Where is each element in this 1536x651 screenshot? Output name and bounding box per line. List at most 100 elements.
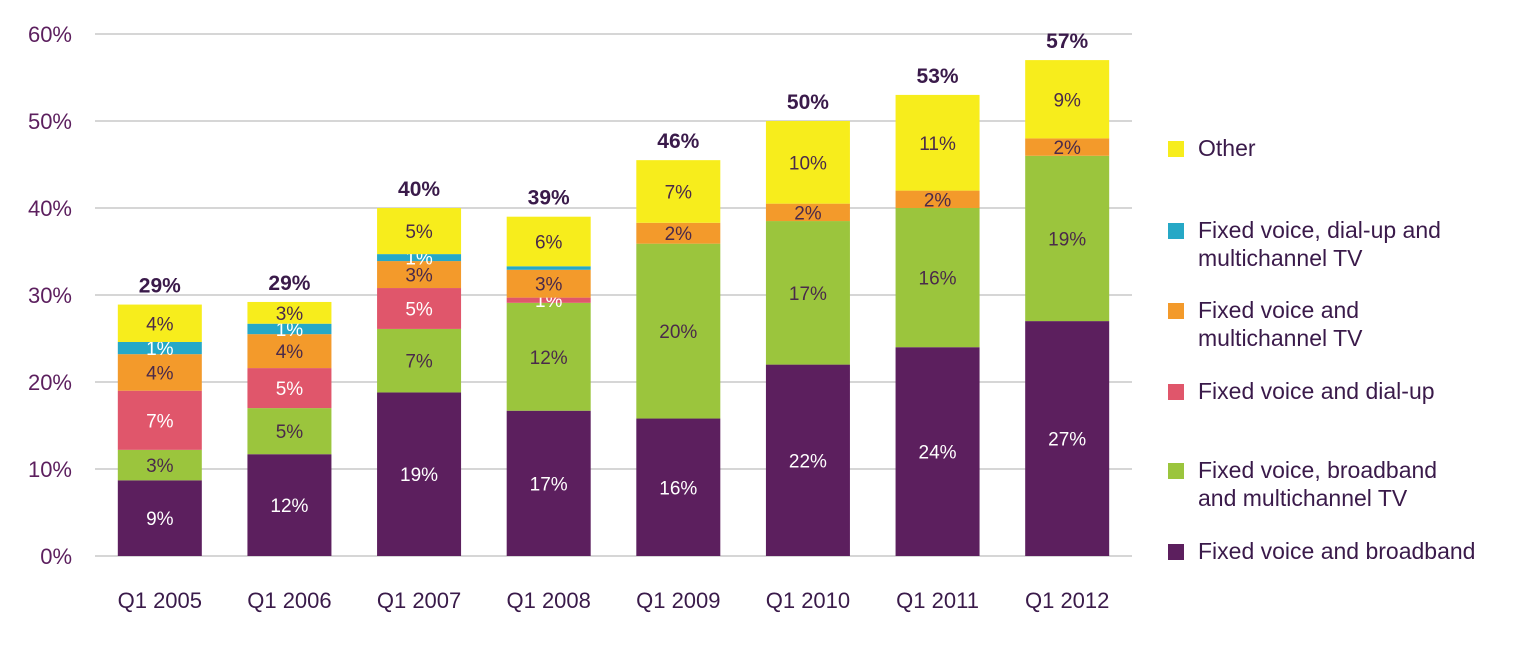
bar-segment bbox=[765, 221, 850, 365]
y-tick-label: 40% bbox=[28, 196, 72, 221]
bar-segment bbox=[377, 288, 462, 329]
bar-segment bbox=[895, 347, 980, 556]
data-label: 3% bbox=[276, 304, 304, 325]
data-label: 17% bbox=[789, 284, 827, 305]
data-label: 3% bbox=[405, 266, 433, 287]
data-label: 24% bbox=[919, 443, 957, 464]
data-label: 7% bbox=[146, 411, 174, 432]
legend-item-voice-tv: Fixed voice and multichannel TV bbox=[1168, 296, 1363, 352]
legend-item-voice-dialup-tv: Fixed voice, dial-up and multichannel TV bbox=[1168, 216, 1441, 272]
bar-segment bbox=[117, 354, 202, 391]
data-label: 2% bbox=[794, 203, 822, 224]
total-label: 29% bbox=[139, 275, 181, 298]
data-label: 4% bbox=[276, 342, 304, 363]
bar-segment bbox=[247, 454, 332, 556]
legend-swatch-voice-broadband bbox=[1168, 544, 1184, 560]
data-label: 19% bbox=[1048, 229, 1086, 250]
bar-segment bbox=[506, 297, 591, 303]
bar-segment bbox=[377, 328, 462, 393]
bar-segment bbox=[765, 364, 850, 556]
bar-segment bbox=[117, 341, 202, 355]
total-label: 50% bbox=[787, 91, 829, 114]
bar-segment bbox=[895, 208, 980, 348]
total-label: 29% bbox=[268, 272, 310, 295]
y-tick-label: 0% bbox=[40, 544, 72, 569]
data-label: 19% bbox=[400, 465, 438, 486]
bar-segment bbox=[1025, 60, 1110, 139]
bar-segment bbox=[377, 254, 462, 262]
data-label: 6% bbox=[535, 232, 563, 253]
y-tick-label: 20% bbox=[28, 370, 72, 395]
x-tick-label: Q1 2005 bbox=[118, 588, 202, 613]
x-tick-label: Q1 2011 bbox=[896, 588, 979, 613]
legend-label: Fixed voice and multichannel TV bbox=[1198, 297, 1363, 351]
bar-segment bbox=[506, 266, 591, 270]
legend-label: Fixed voice, broadband and multichannel … bbox=[1198, 457, 1438, 511]
data-label: 11% bbox=[919, 134, 956, 155]
bar-segment bbox=[636, 160, 721, 223]
x-tick-label: Q1 2009 bbox=[636, 588, 720, 613]
legend-label: Fixed voice and dial-up bbox=[1198, 378, 1435, 404]
legend-label: Other bbox=[1198, 135, 1256, 161]
total-label: 46% bbox=[657, 130, 699, 153]
x-tick-label: Q1 2007 bbox=[377, 588, 461, 613]
y-tick-label: 10% bbox=[28, 457, 72, 482]
bar-segment bbox=[1025, 321, 1110, 556]
total-label: 53% bbox=[917, 65, 959, 88]
x-tick-label: Q1 2006 bbox=[247, 588, 331, 613]
data-label: 5% bbox=[276, 379, 304, 400]
bar-segment bbox=[506, 410, 591, 556]
bar-segment bbox=[117, 390, 202, 450]
data-label: 16% bbox=[659, 478, 697, 499]
y-tick-label: 60% bbox=[28, 22, 72, 47]
x-tick-label: Q1 2012 bbox=[1025, 588, 1109, 613]
data-label: 16% bbox=[919, 269, 957, 290]
legend-item-voice-broadband: Fixed voice and broadband bbox=[1168, 537, 1475, 565]
bar-segment bbox=[377, 392, 462, 556]
x-tick-label: Q1 2010 bbox=[766, 588, 850, 613]
y-tick-label: 30% bbox=[28, 283, 72, 308]
data-label: 27% bbox=[1048, 430, 1086, 451]
bar-segment bbox=[895, 94, 980, 191]
data-label: 4% bbox=[146, 314, 174, 335]
data-label: 3% bbox=[146, 456, 174, 477]
bar-segment bbox=[636, 222, 721, 244]
legend-swatch-voice-dialup-tv bbox=[1168, 223, 1184, 239]
data-label: 4% bbox=[146, 363, 174, 384]
total-label: 39% bbox=[528, 187, 570, 210]
bar-segment bbox=[506, 216, 591, 267]
legend-item-voice-dialup: Fixed voice and dial-up bbox=[1168, 377, 1435, 405]
bar-segment bbox=[117, 449, 202, 481]
data-label: 22% bbox=[789, 451, 827, 472]
bar-segment bbox=[247, 323, 332, 335]
bar-segment bbox=[636, 243, 721, 419]
bar-segment bbox=[117, 304, 202, 342]
data-label: 7% bbox=[665, 182, 693, 203]
bar-segment bbox=[377, 261, 462, 289]
data-label: 7% bbox=[405, 352, 433, 373]
bar-segment bbox=[765, 121, 850, 204]
bar-segment bbox=[377, 208, 462, 255]
data-label: 5% bbox=[405, 222, 433, 243]
bar-segment bbox=[247, 334, 332, 369]
data-label: 1% bbox=[146, 339, 174, 360]
legend-swatch-voice-broadband-tv bbox=[1168, 463, 1184, 479]
bar-segment bbox=[895, 190, 980, 208]
legend-label: Fixed voice, dial-up and multichannel TV bbox=[1198, 217, 1441, 271]
data-label: 20% bbox=[659, 322, 697, 343]
data-label: 2% bbox=[665, 224, 693, 245]
data-label: 2% bbox=[1053, 138, 1081, 159]
data-label: 9% bbox=[1053, 90, 1081, 111]
chart-legend: Other Fixed voice, dial-up and multichan… bbox=[1168, 0, 1528, 646]
data-label: 10% bbox=[789, 153, 827, 174]
bar-segment bbox=[247, 408, 332, 455]
bar-segment bbox=[1025, 155, 1110, 322]
bar-segment bbox=[636, 418, 721, 556]
x-tick-label: Q1 2008 bbox=[506, 588, 590, 613]
legend-label: Fixed voice and broadband bbox=[1198, 538, 1476, 564]
data-label: 12% bbox=[270, 496, 308, 517]
data-label: 17% bbox=[530, 474, 568, 495]
y-tick-label: 50% bbox=[28, 109, 72, 134]
bar-segment bbox=[765, 203, 850, 222]
